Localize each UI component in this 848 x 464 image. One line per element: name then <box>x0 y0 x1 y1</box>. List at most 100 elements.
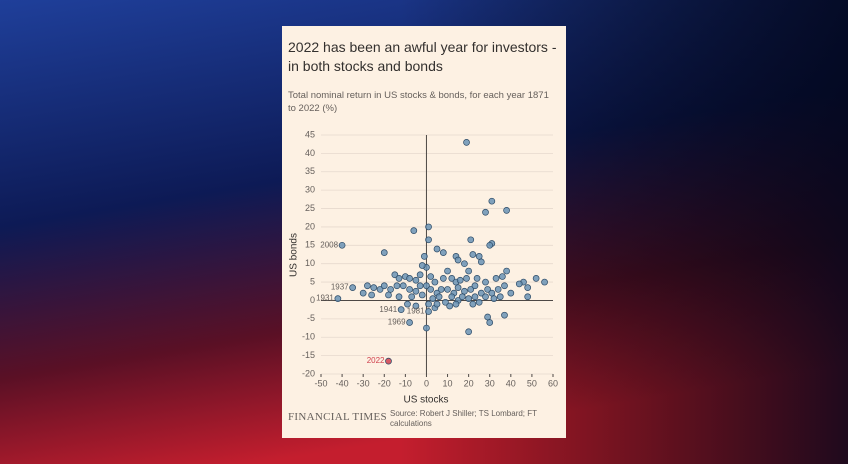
point <box>467 286 475 293</box>
point <box>475 252 483 260</box>
x-tick-label: -30 <box>357 378 370 388</box>
point <box>532 275 540 282</box>
point <box>488 197 496 205</box>
point <box>380 282 388 290</box>
y-tick-label: 0 <box>310 295 315 305</box>
point <box>395 293 403 301</box>
point <box>461 287 468 295</box>
point <box>469 300 477 308</box>
point <box>475 298 483 306</box>
point <box>416 282 424 290</box>
point <box>410 227 418 234</box>
point <box>420 252 428 260</box>
point <box>433 300 441 308</box>
y-tick-label: -20 <box>302 368 315 378</box>
point <box>391 271 399 279</box>
point <box>486 319 494 326</box>
source: Source: Robert J Shiller; TS Lombard; FT… <box>390 409 537 428</box>
point <box>465 328 472 336</box>
point <box>477 289 485 297</box>
point <box>524 284 532 291</box>
x-tick-label: -50 <box>314 378 327 388</box>
point <box>490 295 498 302</box>
point <box>418 262 426 269</box>
point <box>425 223 432 231</box>
chart-subtitle: Total nominal return in US stocks & bond… <box>288 90 549 114</box>
point <box>541 278 548 286</box>
annotation: 2008 <box>320 240 338 249</box>
point <box>439 275 447 282</box>
point <box>482 293 489 301</box>
annotation: 1937 <box>331 283 349 292</box>
y-tick-label: 25 <box>305 203 315 213</box>
point <box>503 267 510 275</box>
annotated-point <box>385 357 392 365</box>
y-tick-label: 45 <box>305 129 315 139</box>
y-tick-label: 5 <box>310 276 315 286</box>
point <box>427 273 435 280</box>
point <box>425 300 432 308</box>
point <box>387 286 394 293</box>
point <box>425 236 432 244</box>
point <box>423 282 430 290</box>
point <box>376 286 384 293</box>
y-tick-label: -5 <box>307 313 315 323</box>
y-axis-label: US bonds <box>289 233 300 277</box>
y-tick-label: 10 <box>305 258 315 268</box>
point <box>463 139 470 146</box>
point <box>393 282 401 290</box>
point <box>412 287 420 295</box>
point <box>458 293 466 301</box>
point <box>501 311 508 319</box>
point <box>399 282 407 290</box>
point <box>473 275 481 282</box>
point <box>437 286 445 293</box>
point <box>446 302 454 310</box>
point <box>465 295 472 302</box>
x-tick-label: 30 <box>485 378 495 388</box>
annotated-point <box>349 284 356 291</box>
x-tick-label: 20 <box>464 378 474 388</box>
point <box>385 291 392 299</box>
y-tick-label: 40 <box>305 148 315 158</box>
point <box>469 251 477 258</box>
x-tick-label: 60 <box>548 378 558 388</box>
point <box>484 286 491 293</box>
point <box>431 278 439 286</box>
point <box>427 286 435 293</box>
point <box>359 289 367 297</box>
point <box>471 293 479 301</box>
point <box>454 284 462 291</box>
point <box>494 286 502 293</box>
point <box>364 282 371 290</box>
point <box>433 245 441 253</box>
point <box>404 300 411 308</box>
point <box>435 293 443 301</box>
point <box>503 207 510 214</box>
point <box>395 275 403 282</box>
x-tick-label: 40 <box>506 378 516 388</box>
annotation: 2022 <box>367 356 385 365</box>
point <box>406 286 413 293</box>
point <box>515 280 523 288</box>
point <box>471 282 479 290</box>
point <box>452 300 460 308</box>
point <box>486 241 494 249</box>
point <box>482 278 489 286</box>
chart-title: 2022 has been an awful year for investor… <box>288 39 557 74</box>
annotation: 1969 <box>388 318 406 327</box>
brand: FINANCIAL TIMES <box>288 411 387 423</box>
point <box>418 291 426 299</box>
point <box>448 275 456 282</box>
point <box>465 267 472 275</box>
point <box>477 258 485 266</box>
point <box>416 271 424 279</box>
point <box>444 286 451 293</box>
point <box>496 293 504 301</box>
annotation: 1941 <box>379 305 397 314</box>
point <box>488 289 496 297</box>
card <box>282 26 566 438</box>
annotation: 1931 <box>316 294 334 303</box>
